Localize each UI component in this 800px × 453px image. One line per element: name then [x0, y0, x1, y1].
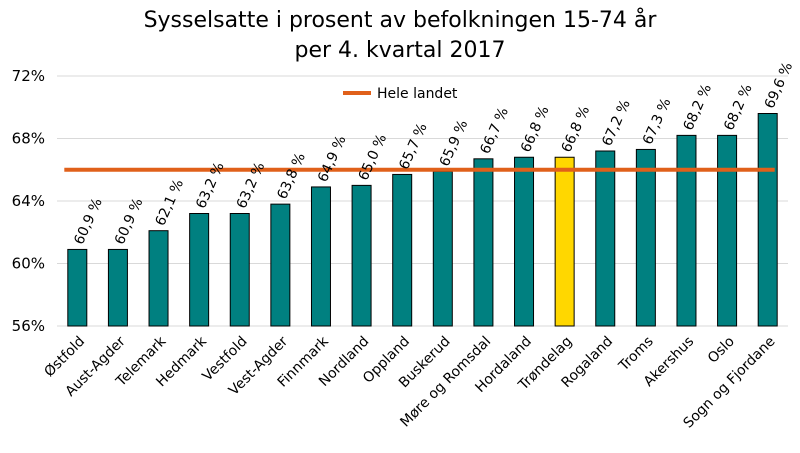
data-label: 63,2 % [234, 160, 269, 211]
data-label: 63,8 % [274, 151, 309, 202]
data-label: 68,2 % [681, 82, 716, 133]
chart-title-line-2: per 4. kvartal 2017 [294, 38, 506, 63]
bars [67, 113, 778, 327]
bar [473, 158, 494, 327]
bar [635, 148, 656, 327]
data-label: 63,2 % [193, 160, 228, 211]
bar [432, 170, 453, 327]
bar [107, 248, 128, 327]
y-tick-label: 68% [12, 130, 45, 148]
data-label: 69,6 % [762, 60, 797, 111]
data-label: 60,9 % [71, 196, 106, 247]
data-label: 66,8 % [518, 104, 553, 155]
bar [270, 203, 291, 327]
y-tick-label: 64% [12, 192, 45, 210]
data-label: 67,2 % [599, 97, 634, 148]
bar [67, 248, 88, 327]
legend: Hele landet [343, 86, 458, 102]
bar [351, 184, 372, 327]
y-tick-label: 60% [12, 255, 45, 273]
y-axis-ticks: 56% 60% 64% 68% 72% [12, 67, 45, 335]
data-label: 65,7 % [396, 121, 431, 172]
bar [189, 213, 210, 327]
bar [148, 230, 169, 327]
category-label: Oslo [705, 334, 738, 367]
bar [554, 156, 575, 327]
data-label: 66,7 % [477, 105, 512, 156]
data-label: 67,3 % [640, 96, 675, 147]
data-label: 68,2 % [721, 82, 756, 133]
bar [392, 173, 413, 327]
bar [595, 150, 616, 327]
bar [514, 156, 535, 327]
category-labels: ØstfoldAust-AgderTelemarkHedmarkVestfold… [41, 333, 778, 432]
chart-title: Sysselsatte i prosent av befolkningen 15… [0, 6, 800, 66]
legend-label: Hele landet [377, 86, 458, 102]
data-label: 66,8 % [559, 104, 594, 155]
data-label: 65,0 % [356, 132, 391, 183]
bar [229, 213, 250, 327]
bar [757, 113, 778, 327]
y-tick-label: 72% [12, 67, 45, 85]
gridlines [57, 75, 788, 327]
bar [310, 186, 331, 327]
y-tick-label: 56% [12, 317, 45, 335]
bar [717, 134, 738, 327]
bar [676, 134, 697, 327]
chart-title-line-1: Sysselsatte i prosent av befolkningen 15… [143, 8, 657, 33]
data-label: 62,1 % [153, 177, 188, 228]
data-label: 60,9 % [112, 196, 147, 247]
data-label: 64,9 % [315, 133, 350, 184]
data-label: 65,9 % [437, 118, 472, 169]
